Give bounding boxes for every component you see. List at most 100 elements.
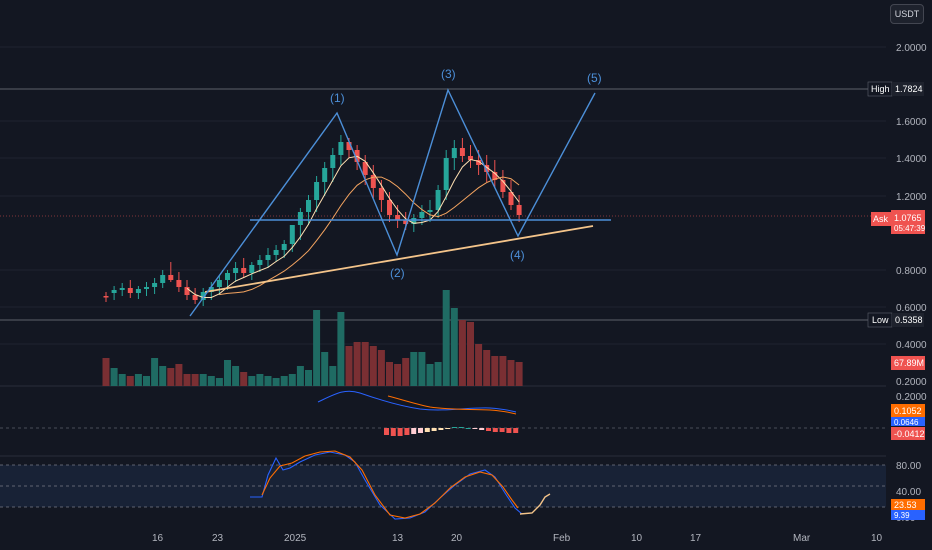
volume-bar [167,368,175,386]
ma-fast-line [186,155,520,298]
volume-bar [151,358,159,386]
price-tick: 0.4000 [896,340,927,351]
svg-text:67.89M: 67.89M [894,358,924,368]
wave-label-4: (4) [510,248,525,262]
currency-label[interactable]: USDT [890,4,924,24]
volume-bar [394,364,402,386]
volume-bar [264,376,272,386]
candle-body [435,190,441,210]
time-tick: 16 [152,533,164,544]
time-tick: 2025 [284,533,307,544]
time-tick: 23 [212,533,224,544]
candle-body [208,287,214,292]
volume-bar [337,312,345,386]
macd-hist-bar [499,428,505,432]
stoch-tick: 40.00 [896,487,921,498]
macd-hist-bar [472,428,478,429]
price-tick: 0.6000 [896,303,927,314]
macd-hist-bar [506,428,512,433]
candlesticks [103,135,522,306]
candle-body [330,155,336,168]
candle-body [297,212,303,225]
wave-label-5: (5) [587,71,602,85]
volume-bar [515,362,523,386]
macd-hist-bar [492,428,498,432]
macd-tick: 0.2000 [896,392,927,403]
volume-bar [377,350,385,386]
volume-bar [353,342,361,386]
macd-badges: 0.1052 0.0646 -0.0412 [891,404,925,440]
volume-bar [126,376,134,386]
volume-bar [467,322,474,386]
macd-hist-bar [486,428,491,431]
macd-hist-bar [458,427,464,428]
high-badge: High 1.7824 [867,81,924,97]
volume-bar [143,376,150,386]
macd-hist-bar [479,428,485,430]
stoch-k-line [250,451,523,520]
volume-bars [102,290,523,386]
candle-body [346,142,352,150]
wave-label-1: (1) [330,91,345,105]
wave-label-3: (3) [441,67,456,81]
candle-body [160,275,166,283]
price-tick: 2.0000 [896,43,927,54]
volume-bar [426,364,434,386]
svg-text:23.53: 23.53 [894,500,917,510]
volume-bar [499,356,507,386]
price-tick: 1.6000 [896,117,927,128]
candle-body [144,287,149,289]
candle-body [508,192,514,205]
candle-body [451,148,457,158]
time-tick: 13 [392,533,404,544]
candle-body [119,288,125,290]
candle-body [273,250,279,255]
volume-bar [191,374,199,386]
time-tick: 17 [690,533,702,544]
volume-bar [118,374,126,386]
volume-bar [215,378,223,386]
candle-body [322,168,328,182]
trend-line[interactable] [204,225,594,293]
volume-bar [288,374,296,386]
time-tick: Feb [553,533,571,544]
volume-badge: 67.89M [891,356,925,370]
macd-hist-bar [513,428,519,433]
volume-bar [321,352,329,386]
wave-label-2: (2) [390,266,405,280]
candle-body [476,160,482,165]
time-axis[interactable]: 16 23 2025 13 20 Feb 10 17 Mar 10 [152,533,883,544]
volume-bar [134,374,142,386]
macd-hist-bar [397,428,403,436]
volume-bar [110,368,118,386]
candle-body [378,188,384,200]
svg-text:High: High [871,84,890,94]
macd-hist-bar [431,428,437,431]
volume-bar [491,356,499,386]
volume-bar [361,342,369,386]
candle-body [200,292,206,300]
time-tick: Mar [793,533,811,544]
time-tick: 10 [631,533,643,544]
candle-body [216,280,222,287]
candle-body [370,175,376,188]
svg-text:-0.0412: -0.0412 [894,429,925,439]
volume-bar [483,350,491,386]
price-tick: 1.4000 [896,154,927,165]
candle-body [265,255,271,260]
svg-text:1.7824: 1.7824 [895,84,923,94]
candle-body [500,180,506,192]
macd-hist-bar [418,428,423,433]
candle-body [225,273,230,280]
volume-bar [183,374,191,386]
candle-body [111,290,117,293]
elliott-wave-line[interactable] [189,88,596,317]
volume-bar [402,358,410,386]
candle-body [127,288,133,293]
macd-histogram [384,427,519,436]
volume-bar [207,376,215,386]
price-axis[interactable]: 2.0000 1.6000 1.4000 1.2000 0.8000 0.600… [896,43,927,388]
candle-body [427,210,433,212]
candle-body [233,268,239,273]
